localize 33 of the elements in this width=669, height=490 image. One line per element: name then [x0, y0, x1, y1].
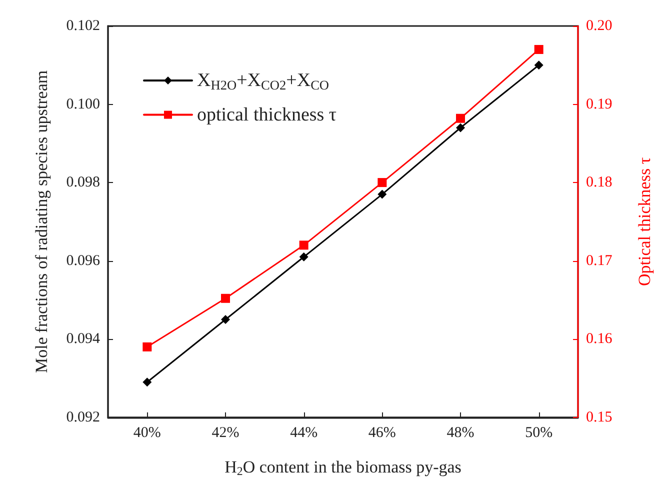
y-tick-label: 0.100 [66, 96, 100, 112]
x-tick-label: 40% [133, 424, 161, 441]
y-tick-label: 0.094 [66, 331, 100, 348]
y2-tick-label: 0.17 [586, 252, 613, 269]
y2-tick-label: 0.16 [586, 331, 613, 348]
x-tick-label: 42% [212, 424, 240, 441]
x-tick-label: 44% [290, 424, 318, 441]
point [456, 114, 465, 123]
point [378, 190, 387, 199]
legend-label: optical thickness τ [197, 104, 337, 126]
y-tick-label: 0.092 [66, 409, 100, 426]
point [221, 315, 230, 324]
x-tick-label: 48% [446, 424, 474, 441]
y2-axis-title: Optical thickness τ [635, 157, 654, 286]
point [534, 60, 544, 70]
point [299, 240, 308, 250]
y2-tick-label: 0.18 [586, 174, 612, 191]
y-axis-title: Mole fractions of radiating species upstream [32, 70, 51, 373]
y2-tick-label: 0.20 [586, 18, 612, 34]
point [142, 342, 152, 352]
x-tick-label: 46% [368, 424, 396, 441]
point [378, 178, 387, 188]
y-tick-label: 0.098 [66, 174, 100, 191]
y2-tick-label: 0.19 [586, 96, 612, 112]
point [456, 123, 465, 132]
y-tick-label: 0.102 [66, 18, 100, 34]
y2-tick-label: 0.15 [586, 409, 612, 426]
y-tick-label: 0.096 [66, 252, 100, 269]
point [221, 294, 230, 303]
x-tick-label: 50% [525, 424, 553, 441]
point [299, 252, 308, 262]
point [534, 44, 544, 54]
point [142, 378, 152, 387]
